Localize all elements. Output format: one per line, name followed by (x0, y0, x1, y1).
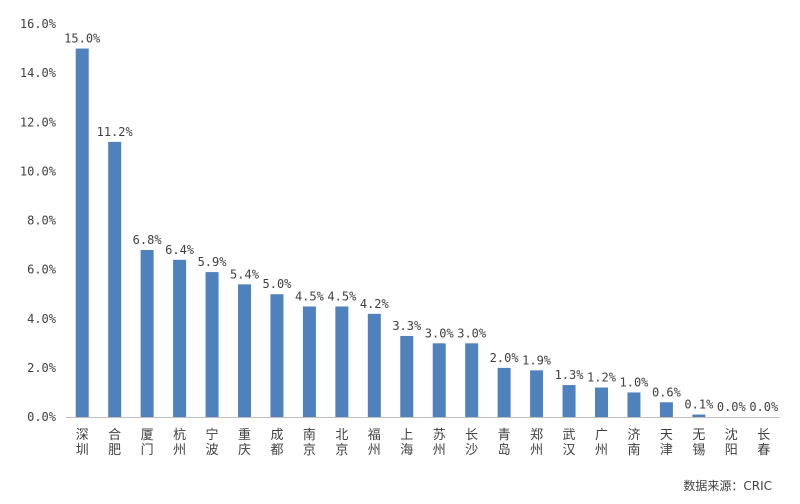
bar (595, 387, 608, 417)
data-label: 0.1% (684, 398, 714, 412)
data-label: 3.0% (457, 326, 487, 340)
data-label: 4.5% (295, 289, 325, 303)
bar (497, 367, 511, 417)
data-label: 1.9% (522, 353, 552, 367)
x-tick-label: 青岛 (498, 428, 511, 458)
data-label: 5.4% (230, 267, 260, 281)
bar (530, 370, 544, 417)
bar (205, 272, 219, 417)
data-label: 1.2% (587, 371, 617, 385)
data-label: 3.0% (425, 326, 455, 340)
y-tick-label: 6.0% (27, 263, 57, 277)
x-tick-label: 苏州 (433, 427, 446, 458)
x-tick-label: 成都 (270, 428, 283, 458)
x-tick-label: 武汉 (563, 428, 576, 458)
data-label: 4.2% (360, 297, 390, 311)
x-tick-label: 南京 (303, 427, 316, 458)
data-label: 2.0% (490, 351, 520, 365)
x-tick-label: 无锡 (692, 428, 705, 458)
x-tick-label: 福州 (368, 428, 381, 458)
bar (302, 306, 316, 417)
y-axis: 0.0% 2.0% 4.0% 6.0% 8.0% 10.0% 12.0% 14.0% 16.0% (20, 17, 57, 424)
x-tick-label: 沈阳 (725, 428, 738, 458)
x-tick-label: 长春 (757, 428, 770, 458)
bar (659, 402, 673, 417)
y-tick-label: 12.0% (20, 115, 57, 129)
y-tick-label: 4.0% (27, 312, 57, 326)
bar (627, 392, 641, 417)
x-tick-label: 宁波 (206, 427, 219, 458)
bar (432, 343, 446, 417)
data-label: 1.0% (620, 375, 650, 389)
x-tick-label: 杭州 (173, 428, 186, 458)
data-label: 4.5% (327, 289, 357, 303)
x-tick-label: 厦门 (141, 428, 154, 458)
data-label: 0.0% (749, 400, 779, 414)
data-labels: 15.0%11.2%6.8%6.4%5.9%5.4%5.0%4.5% 4.5%4.… (64, 32, 779, 414)
bar (173, 259, 187, 417)
data-label: 0.0% (717, 400, 747, 414)
bars (75, 48, 706, 417)
data-label: 5.9% (198, 255, 228, 269)
x-tick-label: 深圳 (76, 428, 89, 458)
data-label: 5.0% (263, 277, 293, 291)
data-label: 3.3% (392, 319, 422, 333)
data-label: 11.2% (97, 125, 134, 139)
bar (400, 335, 414, 417)
data-label: 15.0% (64, 32, 101, 46)
x-tick-label: 广州 (595, 428, 608, 458)
bar (108, 141, 122, 417)
data-label: 0.6% (652, 385, 682, 399)
x-tick-label: 上海 (400, 428, 413, 458)
x-axis-labels: 深圳合肥厦门杭州宁波重庆成都南京北京福州上海苏州长沙青岛郑州武汉广州济南天津无锡… (76, 427, 771, 458)
x-tick-label: 北京 (335, 428, 348, 458)
y-tick-label: 14.0% (20, 66, 57, 80)
y-tick-label: 16.0% (20, 17, 57, 31)
x-tick-label: 重庆 (238, 427, 251, 458)
data-label: 1.3% (555, 368, 585, 382)
bar (367, 313, 381, 417)
bar (692, 414, 706, 417)
x-tick-label: 天津 (660, 428, 673, 458)
data-source-note: 数据来源：CRIC (683, 479, 772, 493)
y-tick-label: 0.0% (27, 410, 57, 424)
x-tick-label: 郑州 (530, 428, 543, 458)
y-tick-label: 8.0% (27, 214, 57, 228)
bar (465, 343, 479, 417)
x-tick-label: 济南 (627, 428, 640, 458)
y-tick-label: 10.0% (20, 164, 57, 178)
bar (140, 249, 154, 417)
y-tick-label: 2.0% (27, 361, 57, 375)
x-tick-label: 合肥 (108, 428, 121, 458)
data-label: 6.4% (165, 243, 195, 257)
bar (75, 48, 89, 417)
bar (335, 306, 349, 417)
bar (238, 284, 251, 417)
bar (562, 385, 576, 417)
x-tick-label: 长沙 (465, 428, 478, 458)
bar (270, 294, 284, 417)
data-label: 6.8% (133, 233, 163, 247)
